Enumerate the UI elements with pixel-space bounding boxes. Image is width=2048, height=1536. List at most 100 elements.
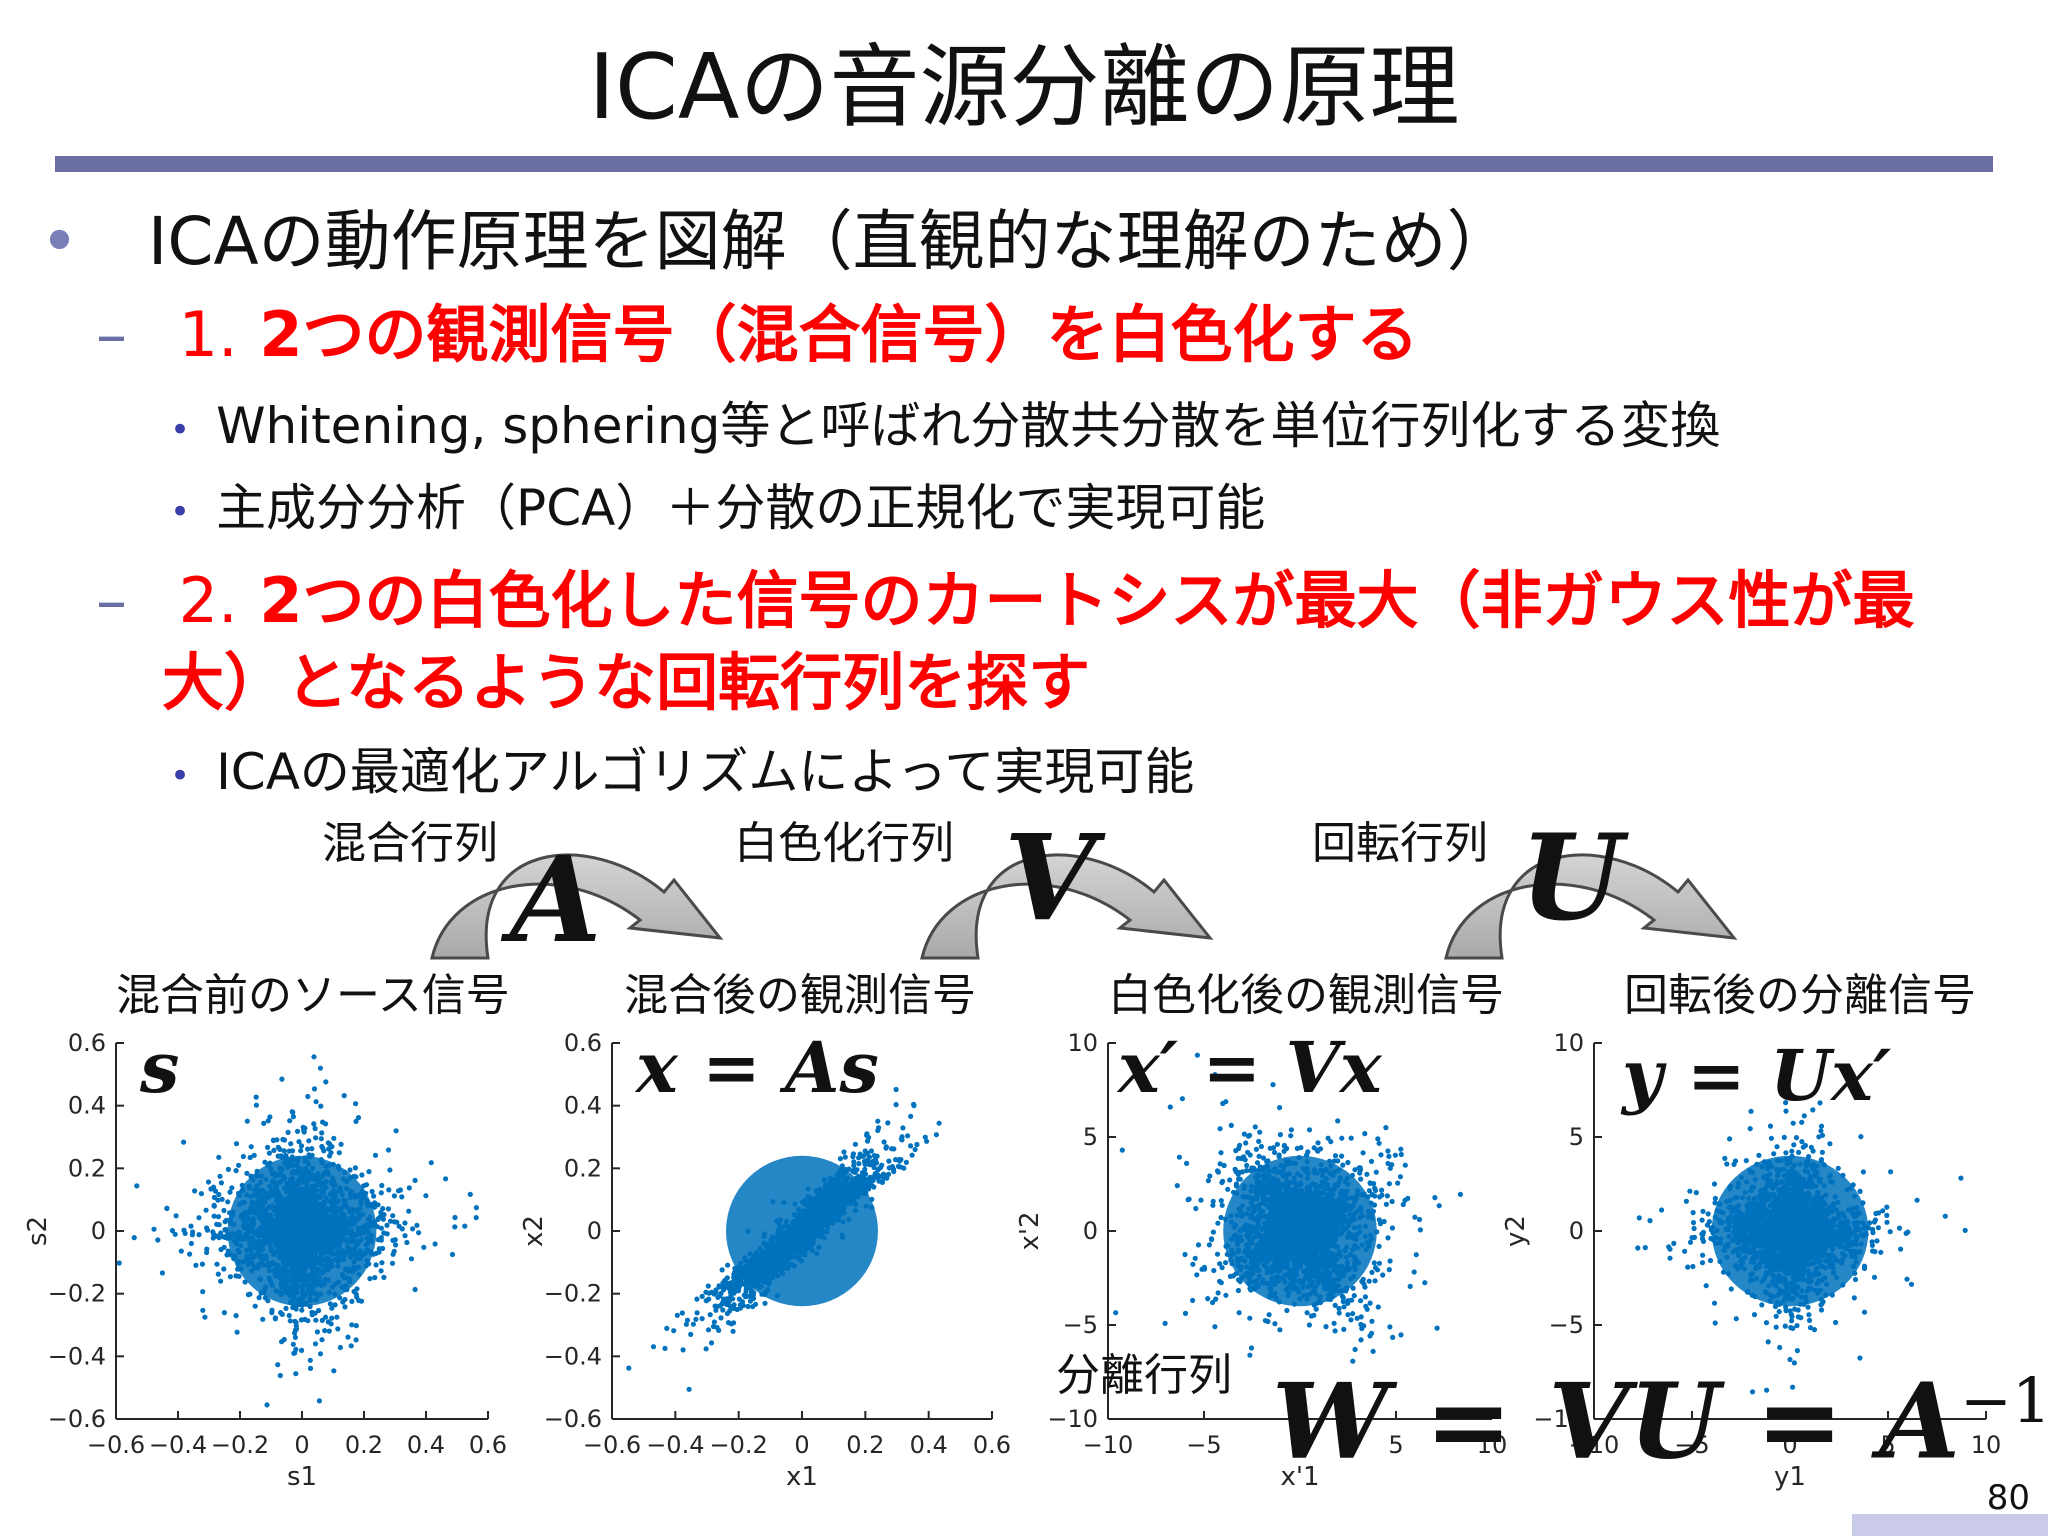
scatter-point xyxy=(876,1125,882,1131)
scatter-point xyxy=(307,1365,314,1371)
scatter-point xyxy=(693,1316,699,1322)
scatter-points xyxy=(116,1054,479,1408)
scatter-point xyxy=(397,1187,403,1193)
curved-arrow-1 xyxy=(430,853,724,960)
scatter-density-core xyxy=(227,1155,377,1307)
panel-title-source: 混合前のソース信号 xyxy=(116,970,510,1021)
scatter-points xyxy=(626,1086,942,1392)
scatter-point xyxy=(306,1138,312,1144)
step1-text: 2つの観測信号（混合信号）を白色化する xyxy=(259,298,1419,371)
scatter-point xyxy=(410,1226,416,1232)
scatter-point xyxy=(384,1231,390,1237)
scatter-point xyxy=(336,1150,342,1156)
scatter-point xyxy=(323,1121,329,1127)
scatter-point xyxy=(378,1268,384,1274)
scatter-point xyxy=(724,1275,730,1281)
scatter-point xyxy=(731,1274,737,1280)
scatter-point xyxy=(309,1309,315,1315)
scatter-point xyxy=(331,1135,337,1141)
scatter-point xyxy=(286,1148,292,1154)
scatter-point xyxy=(871,1184,877,1190)
scatter-point xyxy=(314,1329,320,1335)
scatter-point xyxy=(353,1118,359,1124)
scatter-point xyxy=(305,1093,311,1100)
scatter-point xyxy=(393,1128,399,1134)
scatter-point xyxy=(216,1235,222,1241)
scatter-point xyxy=(432,1241,438,1247)
scatter-point xyxy=(443,1176,449,1182)
scatter-point xyxy=(199,1261,205,1267)
y-tick-label: 0.6 xyxy=(68,1029,106,1057)
scatter-point xyxy=(265,1144,271,1150)
scatter-point xyxy=(134,1183,140,1189)
scatter-point xyxy=(204,1246,210,1252)
scatter-point xyxy=(285,1129,291,1135)
scatter-point xyxy=(711,1319,718,1325)
scatter-point xyxy=(253,1094,259,1100)
scatter-point xyxy=(221,1310,227,1316)
scatter-point xyxy=(449,1251,456,1258)
scatter-point xyxy=(280,1136,286,1143)
matrix-symbol-v: V xyxy=(1004,808,1096,947)
scatter-point xyxy=(225,1199,231,1205)
scatter-point xyxy=(264,1402,270,1408)
scatter-point xyxy=(155,1237,161,1243)
scatter-point xyxy=(423,1193,429,1199)
scatter-point xyxy=(240,1153,246,1160)
scatter-point xyxy=(261,1120,267,1126)
scatter-point xyxy=(626,1365,632,1371)
scatter-point xyxy=(750,1304,756,1310)
bullet-step1-sub2: • 主成分分析（PCA）＋分散の正規化で実現可能 xyxy=(170,476,1265,544)
scatter-point xyxy=(414,1222,420,1228)
scatter-point xyxy=(334,1314,340,1320)
scatter-point xyxy=(200,1289,206,1295)
step2-text-line1: 2つの白色化した信号のカートシスが最大（非ガウス性が最 xyxy=(259,564,1915,637)
scatter-point xyxy=(933,1132,940,1138)
scatter-point xyxy=(705,1283,711,1289)
scatter-point xyxy=(342,1304,348,1310)
scatter-point xyxy=(936,1120,942,1126)
y-tick-label: 0.4 xyxy=(68,1092,106,1120)
scatter-point xyxy=(218,1180,224,1186)
scatter-point xyxy=(375,1202,381,1208)
panel-title-whitened: 白色化後の観測信号 xyxy=(1108,970,1504,1021)
scatter-point xyxy=(391,1219,398,1225)
bullet-main-text: ICAの動作原理を図解（直観的な理解のため） xyxy=(147,203,1513,280)
scatter-point xyxy=(283,1305,289,1311)
scatter-point xyxy=(116,1260,122,1266)
scatter-point xyxy=(724,1310,731,1317)
scatter-point xyxy=(271,1147,277,1153)
title-underline xyxy=(55,156,1993,172)
scatter-point xyxy=(680,1347,686,1353)
scatter-point xyxy=(671,1328,677,1334)
scatter-point xyxy=(473,1205,479,1211)
scatter-point xyxy=(348,1343,354,1349)
scatter-point xyxy=(312,1125,318,1132)
scatter-point xyxy=(192,1188,198,1194)
scatter-point xyxy=(391,1248,397,1254)
sub-bullet-icon: • xyxy=(170,491,191,532)
scatter-point xyxy=(256,1295,262,1301)
scatter-point xyxy=(880,1171,887,1177)
scatter-point xyxy=(716,1327,722,1333)
scatter-point xyxy=(355,1115,362,1121)
scatter-point xyxy=(866,1154,873,1160)
scatter-point xyxy=(908,1143,914,1149)
bullet-dot-icon: • xyxy=(40,203,79,280)
scatter-point xyxy=(236,1273,242,1279)
scatter-point xyxy=(215,1214,222,1220)
scatter-point xyxy=(893,1102,899,1108)
dash-icon: – xyxy=(96,564,127,637)
scatter-point xyxy=(253,1102,259,1108)
scatter-point xyxy=(205,1179,212,1185)
scatter-point xyxy=(289,1109,295,1115)
panel-title-separated: 回転後の分離信号 xyxy=(1624,970,1976,1021)
scatter-point xyxy=(290,1114,296,1120)
scatter-point xyxy=(909,1152,915,1158)
scatter-point xyxy=(318,1136,324,1142)
scatter-point xyxy=(293,1371,299,1377)
step1-sub2-text: 主成分分析（PCA）＋分散の正規化で実現可能 xyxy=(216,479,1266,537)
scatter-point xyxy=(309,1146,315,1152)
scatter-point xyxy=(316,1307,322,1314)
scatter-point xyxy=(851,1163,857,1169)
